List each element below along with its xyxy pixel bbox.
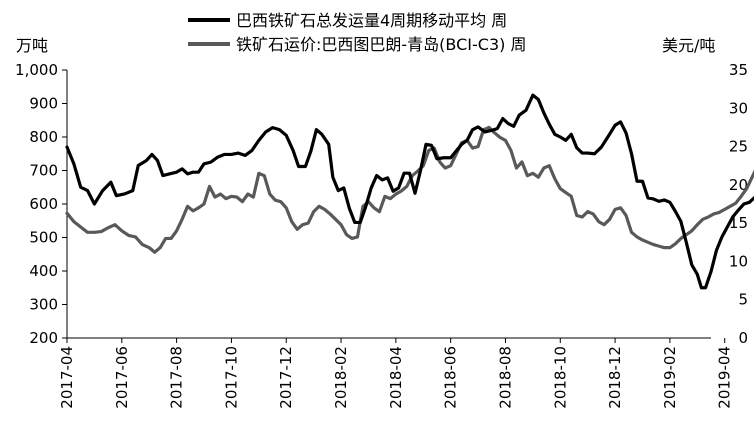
y-left-tick-label: 700: [29, 162, 58, 180]
y-left-tick-label: 200: [29, 329, 58, 347]
legend-label-freight: 铁矿石运价:巴西图巴朗-青岛(BCI-C3) 周: [236, 35, 526, 54]
y-right-tick-label: 25: [729, 138, 748, 156]
series-line-shipments: [65, 93, 754, 290]
x-tick-label: 2018-12: [606, 346, 624, 409]
legend: 巴西铁矿石总发运量4周期移动平均 周 铁矿石运价:巴西图巴朗-青岛(BCI-C3…: [188, 11, 526, 54]
x-tick-label: 2017-06: [113, 346, 131, 409]
y-left-tick-label: 300: [29, 296, 58, 314]
y-left-ticks: 200 300 400 500 600 700 800 900 1,000: [15, 61, 67, 347]
x-tick-label: 2018-08: [496, 346, 514, 409]
y-right-tick-label: 20: [729, 176, 748, 194]
x-tick-label: 2018-04: [387, 346, 405, 409]
y-left-unit-label: 万吨: [16, 36, 48, 55]
y-left-tick-label: 800: [29, 128, 58, 146]
y-right-tick-label: 35: [729, 61, 748, 79]
x-tick-label: 2018-10: [551, 346, 569, 409]
y-left-tick-label: 900: [29, 95, 58, 113]
y-left-tick-label: 600: [29, 195, 58, 213]
x-tick-label: 2017-08: [168, 346, 186, 409]
x-tick-label: 2018-06: [442, 346, 460, 409]
y-right-tick-label: 5: [738, 291, 748, 309]
x-tick-label: 2019-04: [716, 346, 734, 409]
legend-label-shipments: 巴西铁矿石总发运量4周期移动平均 周: [236, 11, 507, 30]
y-right-tick-label: 30: [729, 99, 748, 117]
y-right-unit-label: 美元/吨: [662, 36, 715, 55]
x-tick-label: 2018-02: [332, 346, 350, 409]
y-right-tick-label: 0: [738, 329, 748, 347]
x-tick-label: 2017-04: [58, 346, 76, 409]
x-tick-label: 2019-02: [661, 346, 679, 409]
y-right-tick-label: 10: [729, 252, 748, 270]
series-line-freight: [65, 125, 754, 254]
y-left-tick-label: 500: [29, 229, 58, 247]
x-tick-label: 2017-10: [222, 346, 240, 409]
x-ticks: 2017-04 2017-06 2017-08 2017-10 2017-12 2018-…: [58, 338, 734, 409]
y-left-tick-label: 400: [29, 262, 58, 280]
series-layer: [65, 93, 754, 290]
y-left-tick-label: 1,000: [15, 61, 58, 79]
x-tick-label: 2017-12: [277, 346, 295, 409]
